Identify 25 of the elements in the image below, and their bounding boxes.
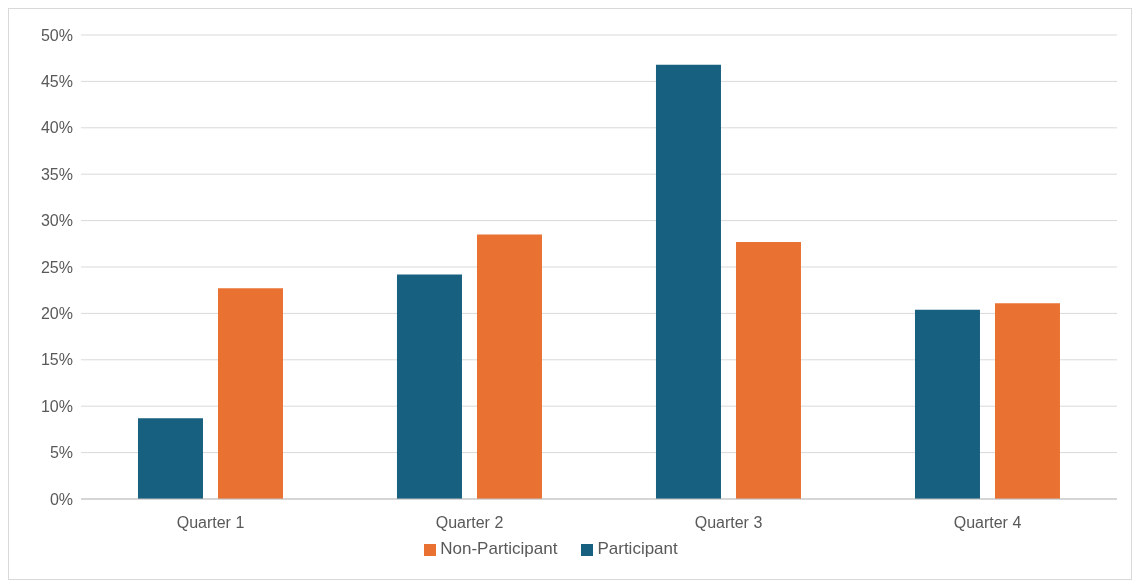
bar [137, 418, 203, 499]
bar [217, 288, 283, 499]
y-tick-label: 10% [40, 397, 73, 415]
bar [994, 303, 1060, 499]
bar [476, 234, 542, 499]
y-tick-label: 5% [49, 444, 73, 462]
y-tick-label: 25% [40, 258, 73, 276]
y-tick-label: 35% [40, 165, 73, 183]
y-tick-label: 0% [49, 490, 73, 508]
bar [914, 309, 980, 499]
legend-label: Participant [597, 539, 678, 558]
bar [655, 64, 721, 499]
y-tick-label: 20% [40, 305, 73, 323]
bar [396, 274, 462, 499]
y-tick-label: 50% [40, 26, 73, 44]
y-tick-label: 15% [40, 351, 73, 369]
bar [735, 241, 801, 499]
y-tick-label: 45% [40, 73, 73, 91]
x-tick-label: Quarter 1 [176, 514, 245, 532]
y-tick-label: 30% [40, 212, 73, 230]
x-tick-label: Quarter 3 [694, 514, 763, 532]
legend-label: Non-Participant [440, 539, 558, 558]
x-tick-label: Quarter 4 [953, 514, 1022, 532]
x-tick-label: Quarter 2 [435, 514, 504, 532]
y-tick-label: 40% [40, 119, 73, 137]
